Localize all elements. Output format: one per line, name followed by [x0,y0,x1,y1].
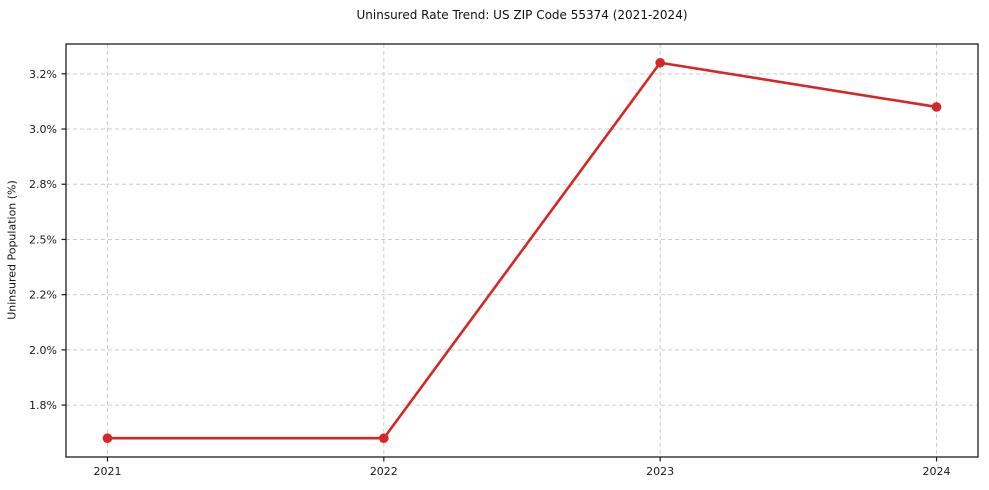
y-tick-label: 2.5% [29,233,57,246]
trend-line [106,61,938,440]
chart-title: Uninsured Rate Trend: US ZIP Code 55374 … [356,8,688,22]
y-tick-label: 2.0% [29,344,57,357]
y-tick-label: 1.8% [29,399,57,412]
y-tick-label: 2.8% [29,178,57,191]
data-point [102,433,113,444]
data-point [655,57,665,68]
x-tick-label: 2024 [923,465,951,478]
y-tick-label: 3.2% [29,68,57,81]
x-tick-label: 2022 [370,465,398,478]
data-point [379,433,389,444]
plot-border [65,43,979,458]
x-tick-label: 2021 [93,465,121,478]
x-tick-label: 2023 [646,465,674,478]
data-point [931,102,942,112]
y-tick-label: 2.2% [29,289,57,302]
y-tick-label: 3.0% [29,123,57,136]
